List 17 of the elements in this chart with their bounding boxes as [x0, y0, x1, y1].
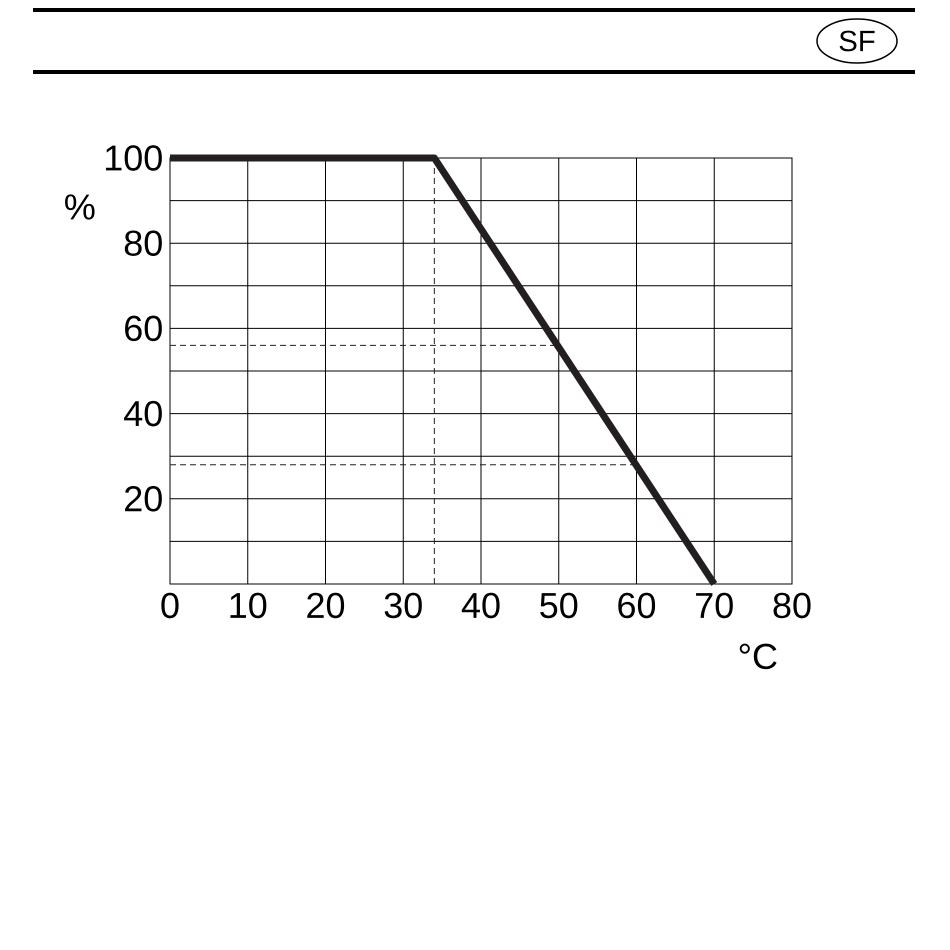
- x-tick-label: 30: [384, 592, 422, 618]
- x-tick-label: 70: [696, 592, 733, 618]
- x-tick-label: 60: [618, 592, 656, 618]
- x-tick-label: 80: [774, 592, 811, 618]
- y-axis-title: %: [65, 194, 95, 220]
- x-tick-label: 40: [462, 592, 500, 618]
- y-tick-label: 20: [125, 486, 162, 512]
- y-tick-label: 100: [106, 145, 162, 171]
- x-axis-title: °C: [740, 644, 777, 670]
- y-tick-label: 60: [125, 316, 162, 342]
- text: SF: [840, 30, 875, 52]
- x-tick-label: 0: [161, 592, 179, 618]
- x-tick-label: 10: [230, 592, 266, 618]
- x-tick-label: 20: [307, 592, 344, 618]
- x-tick-label: 50: [540, 592, 578, 618]
- y-tick-label: 80: [124, 230, 162, 256]
- y-tick-label: 40: [124, 400, 162, 426]
